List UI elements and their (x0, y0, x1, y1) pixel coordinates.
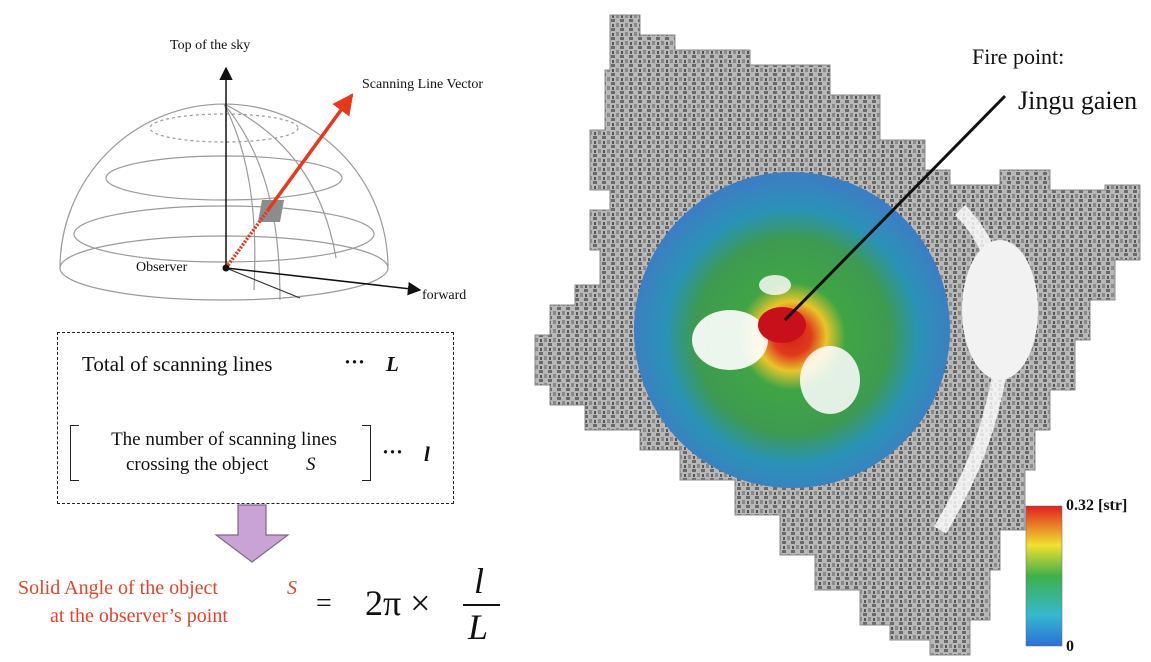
observer-label: Observer (136, 260, 188, 275)
solid-angle-line2: at the observer’s point (50, 605, 228, 627)
scanning-line-vector-label: Scanning Line Vector (362, 77, 484, 92)
ground-line (225, 267, 301, 299)
scanning-vector-dashed (224, 208, 270, 270)
bracket-left (70, 425, 79, 481)
forward-arrow (225, 267, 422, 296)
colorbar-min-label: 0 (1066, 638, 1074, 655)
fire-pointer-line (783, 94, 1007, 322)
count-dots: ··· (382, 440, 404, 464)
fire-point-hotspot (758, 307, 806, 343)
fire-point-label: Fire point: (972, 44, 1065, 69)
scanning-vector (266, 93, 354, 212)
definition-box (57, 332, 454, 504)
total-scanning-lines-text: Total of scanning lines (82, 352, 273, 376)
top-of-sky-label: Top of the sky (170, 38, 251, 53)
solid-angle-object: S (287, 577, 297, 599)
total-dots: ··· (344, 350, 366, 374)
count-line2: crossing the object (126, 454, 269, 475)
count-symbol: l (424, 442, 430, 466)
solid-angle-line1: Solid Angle of the object (18, 577, 218, 599)
solid-angle-map (534, 14, 1141, 656)
park-area (962, 240, 1038, 380)
park-gap-west (692, 310, 768, 370)
equals-sign: = (316, 588, 332, 619)
colorbar-max-label: 0.32 [str] (1066, 497, 1128, 514)
hemisphere-diagram (59, 66, 500, 606)
park-gap-south (800, 346, 860, 414)
location-label: Jingu gaien (1018, 86, 1138, 115)
formula-coefficient: 2π × (365, 583, 431, 623)
forward-label: forward (422, 288, 467, 303)
down-arrow-icon (214, 504, 290, 563)
colorbar (1025, 505, 1063, 647)
formula-numerator: l (474, 561, 485, 601)
formula-denominator: L (468, 607, 489, 647)
total-symbol: L (386, 352, 399, 376)
dome (59, 103, 389, 301)
count-line1: The number of scanning lines (111, 429, 337, 450)
observer-dot (222, 264, 230, 272)
bracket-right (362, 425, 371, 481)
park-gap-north (759, 275, 791, 295)
count-object: S (306, 454, 316, 475)
